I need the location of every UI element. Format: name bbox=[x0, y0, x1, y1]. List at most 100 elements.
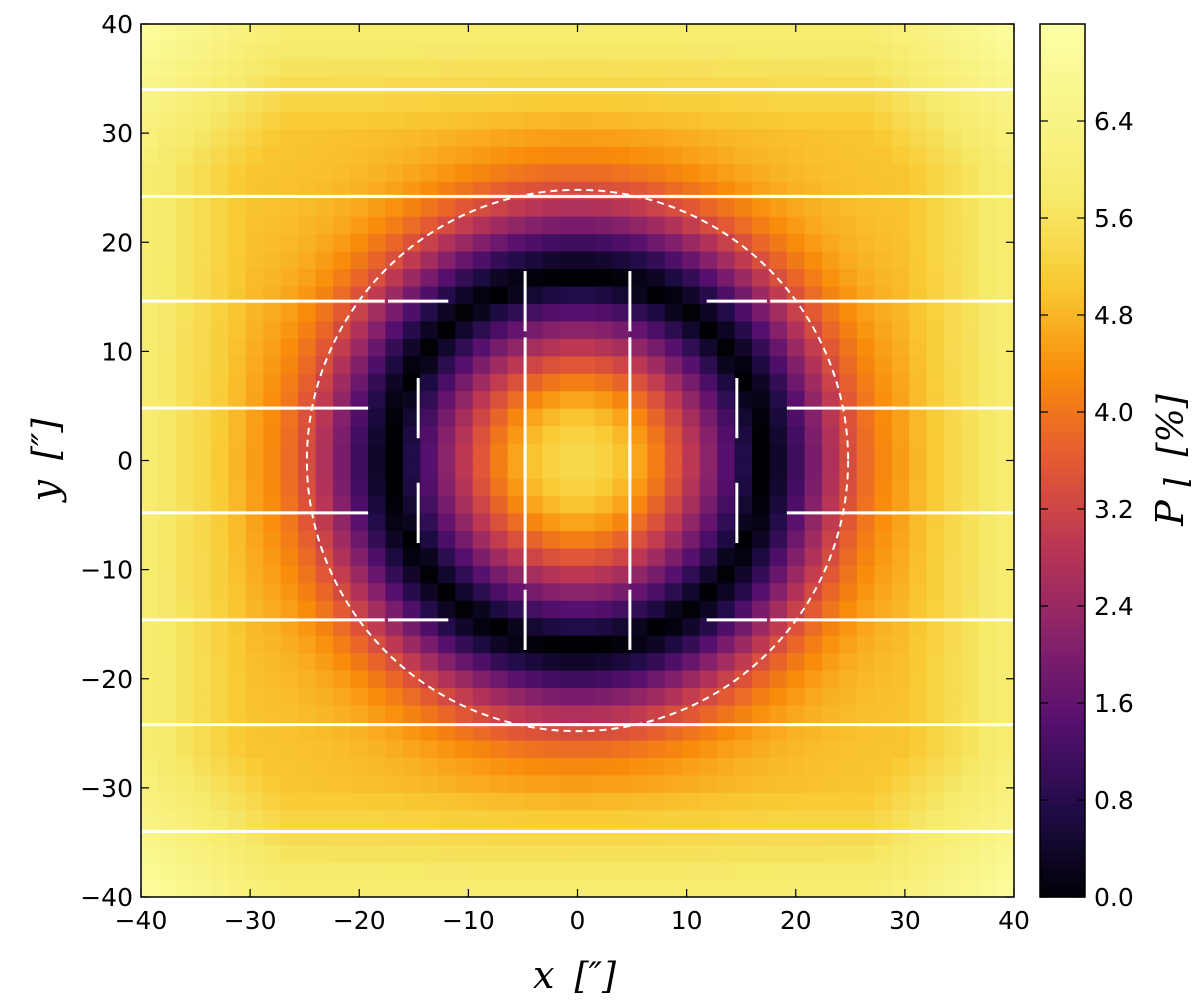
heatmap-cell bbox=[664, 408, 683, 427]
heatmap-cell bbox=[856, 303, 875, 322]
colorbar-segment bbox=[1040, 642, 1085, 651]
heatmap-cell bbox=[961, 827, 980, 846]
colorbar-tick-label: 5.6 bbox=[1094, 204, 1134, 233]
heatmap-cell bbox=[280, 670, 299, 689]
heatmap-cell bbox=[210, 128, 229, 147]
heatmap-cell bbox=[664, 582, 683, 601]
heatmap-cell bbox=[961, 565, 980, 584]
heatmap-cell bbox=[594, 617, 614, 636]
heatmap-cell bbox=[647, 58, 666, 77]
heatmap-cell bbox=[455, 268, 474, 287]
heatmap-cell bbox=[525, 670, 544, 689]
colorbar-segment bbox=[1040, 475, 1085, 483]
heatmap-cell bbox=[961, 146, 980, 165]
heatmap-cell bbox=[455, 582, 474, 601]
heatmap-cell bbox=[769, 670, 788, 689]
heatmap-cell bbox=[490, 390, 509, 409]
heatmap-cell bbox=[577, 24, 596, 43]
heatmap-cell bbox=[594, 408, 614, 427]
heatmap-cell bbox=[490, 181, 509, 200]
heatmap-cell bbox=[612, 443, 631, 462]
heatmap-cell bbox=[874, 285, 893, 304]
heatmap-cell bbox=[490, 198, 509, 217]
heatmap-cell bbox=[856, 425, 875, 444]
heatmap-cell bbox=[926, 425, 945, 444]
heatmap-cell bbox=[420, 163, 439, 182]
heatmap-cell bbox=[629, 268, 648, 287]
heatmap-cell bbox=[979, 355, 998, 374]
heatmap-cell bbox=[315, 792, 334, 811]
heatmap-cell bbox=[141, 338, 160, 357]
heatmap-cell bbox=[752, 285, 771, 304]
heatmap-cell bbox=[734, 512, 753, 531]
heatmap-cell bbox=[210, 617, 229, 636]
heatmap-cell bbox=[175, 827, 194, 846]
heatmap-cell bbox=[263, 460, 282, 479]
colorbar-segment bbox=[1040, 671, 1085, 680]
heatmap-cell bbox=[717, 460, 736, 479]
heatmap-cell bbox=[193, 617, 212, 636]
heatmap-cell bbox=[909, 338, 928, 357]
heatmap-cell bbox=[804, 827, 823, 846]
heatmap-cell bbox=[891, 408, 910, 427]
heatmap-cell bbox=[350, 617, 369, 636]
heatmap-cell bbox=[961, 390, 980, 409]
heatmap-cell bbox=[455, 460, 474, 479]
heatmap-cell bbox=[664, 792, 683, 811]
heatmap-cell bbox=[367, 443, 387, 462]
heatmap-cell bbox=[944, 76, 963, 95]
heatmap-cell bbox=[996, 495, 1014, 514]
heatmap-cell bbox=[909, 76, 928, 95]
colorbar-segment bbox=[1040, 74, 1085, 83]
colorbar-segment bbox=[1040, 453, 1085, 462]
heatmap-cell bbox=[455, 495, 474, 514]
heatmap-cell bbox=[525, 809, 544, 828]
heatmap-cell bbox=[175, 233, 194, 252]
heatmap-cell bbox=[787, 216, 806, 235]
heatmap-cell bbox=[734, 93, 753, 112]
heatmap-cell bbox=[944, 827, 963, 846]
heatmap-cell bbox=[228, 582, 247, 601]
colorbar-segment bbox=[1040, 336, 1085, 345]
heatmap-cell bbox=[926, 547, 945, 566]
heatmap-cell bbox=[926, 198, 945, 217]
heatmap-cell bbox=[228, 722, 247, 741]
heatmap-cell bbox=[594, 320, 614, 339]
heatmap-cell bbox=[594, 425, 614, 444]
heatmap-cell bbox=[175, 757, 194, 776]
heatmap-cell bbox=[525, 844, 544, 863]
heatmap-cell bbox=[752, 670, 771, 689]
heatmap-cell bbox=[804, 216, 823, 235]
heatmap-cell bbox=[542, 320, 561, 339]
heatmap-cell bbox=[874, 670, 893, 689]
heatmap-cell bbox=[333, 390, 352, 409]
heatmap-cell bbox=[839, 512, 858, 531]
heatmap-cell bbox=[525, 477, 544, 497]
heatmap-cell bbox=[402, 739, 421, 758]
heatmap-cell bbox=[193, 600, 212, 619]
heatmap-cell bbox=[490, 460, 509, 479]
heatmap-cell bbox=[437, 495, 456, 514]
heatmap-cell bbox=[909, 111, 928, 130]
heatmap-cell bbox=[507, 512, 526, 531]
heatmap-cell bbox=[664, 443, 683, 462]
heatmap-cell bbox=[420, 722, 439, 741]
heatmap-cell bbox=[472, 670, 491, 689]
heatmap-cell bbox=[699, 530, 718, 549]
heatmap-cell bbox=[175, 704, 194, 723]
heatmap-cell bbox=[350, 722, 369, 741]
heatmap-cell bbox=[647, 76, 666, 95]
heatmap-cell bbox=[350, 600, 369, 619]
heatmap-cell bbox=[158, 58, 177, 77]
heatmap-cell bbox=[141, 128, 160, 147]
colorbar-segment bbox=[1040, 242, 1085, 251]
heatmap-cell bbox=[909, 146, 928, 165]
heatmap-cell bbox=[507, 373, 526, 392]
heatmap-cell bbox=[752, 93, 771, 112]
heatmap-cell bbox=[245, 24, 264, 43]
heatmap-cell bbox=[891, 268, 910, 287]
colorbar-segment bbox=[1040, 620, 1085, 629]
heatmap-cell bbox=[193, 146, 212, 165]
heatmap-cell bbox=[664, 58, 683, 77]
heatmap-cell bbox=[629, 582, 648, 601]
